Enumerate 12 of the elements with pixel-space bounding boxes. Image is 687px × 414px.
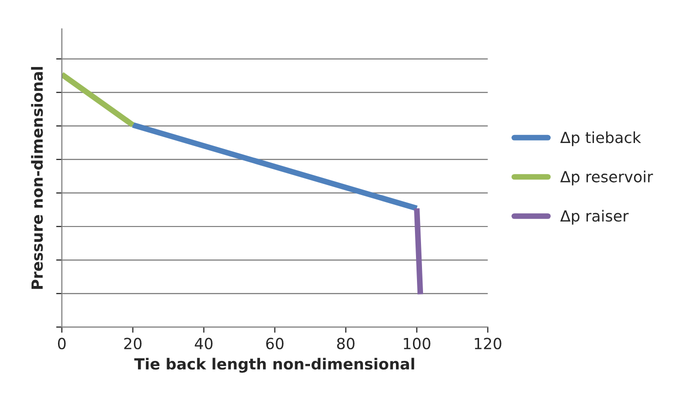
y-axis-title: Pressure non-dimensional	[31, 67, 43, 289]
x-tick-label: 100	[404, 338, 430, 350]
x-tick-label: 40	[194, 338, 213, 350]
legend-label: Δp raiser	[560, 210, 629, 225]
legend-label: Δp reservoir	[560, 170, 654, 186]
x-tick-label: 120	[474, 338, 502, 350]
x-tick-label: 0	[58, 338, 66, 350]
x-axis-title: Tie back length non-dimensional	[134, 358, 414, 373]
x-tick-label: 80	[337, 338, 354, 350]
x-tick-label: 60	[266, 338, 284, 350]
x-tick-label: 20	[124, 338, 142, 350]
legend-label: Δp tieback	[560, 131, 642, 146]
